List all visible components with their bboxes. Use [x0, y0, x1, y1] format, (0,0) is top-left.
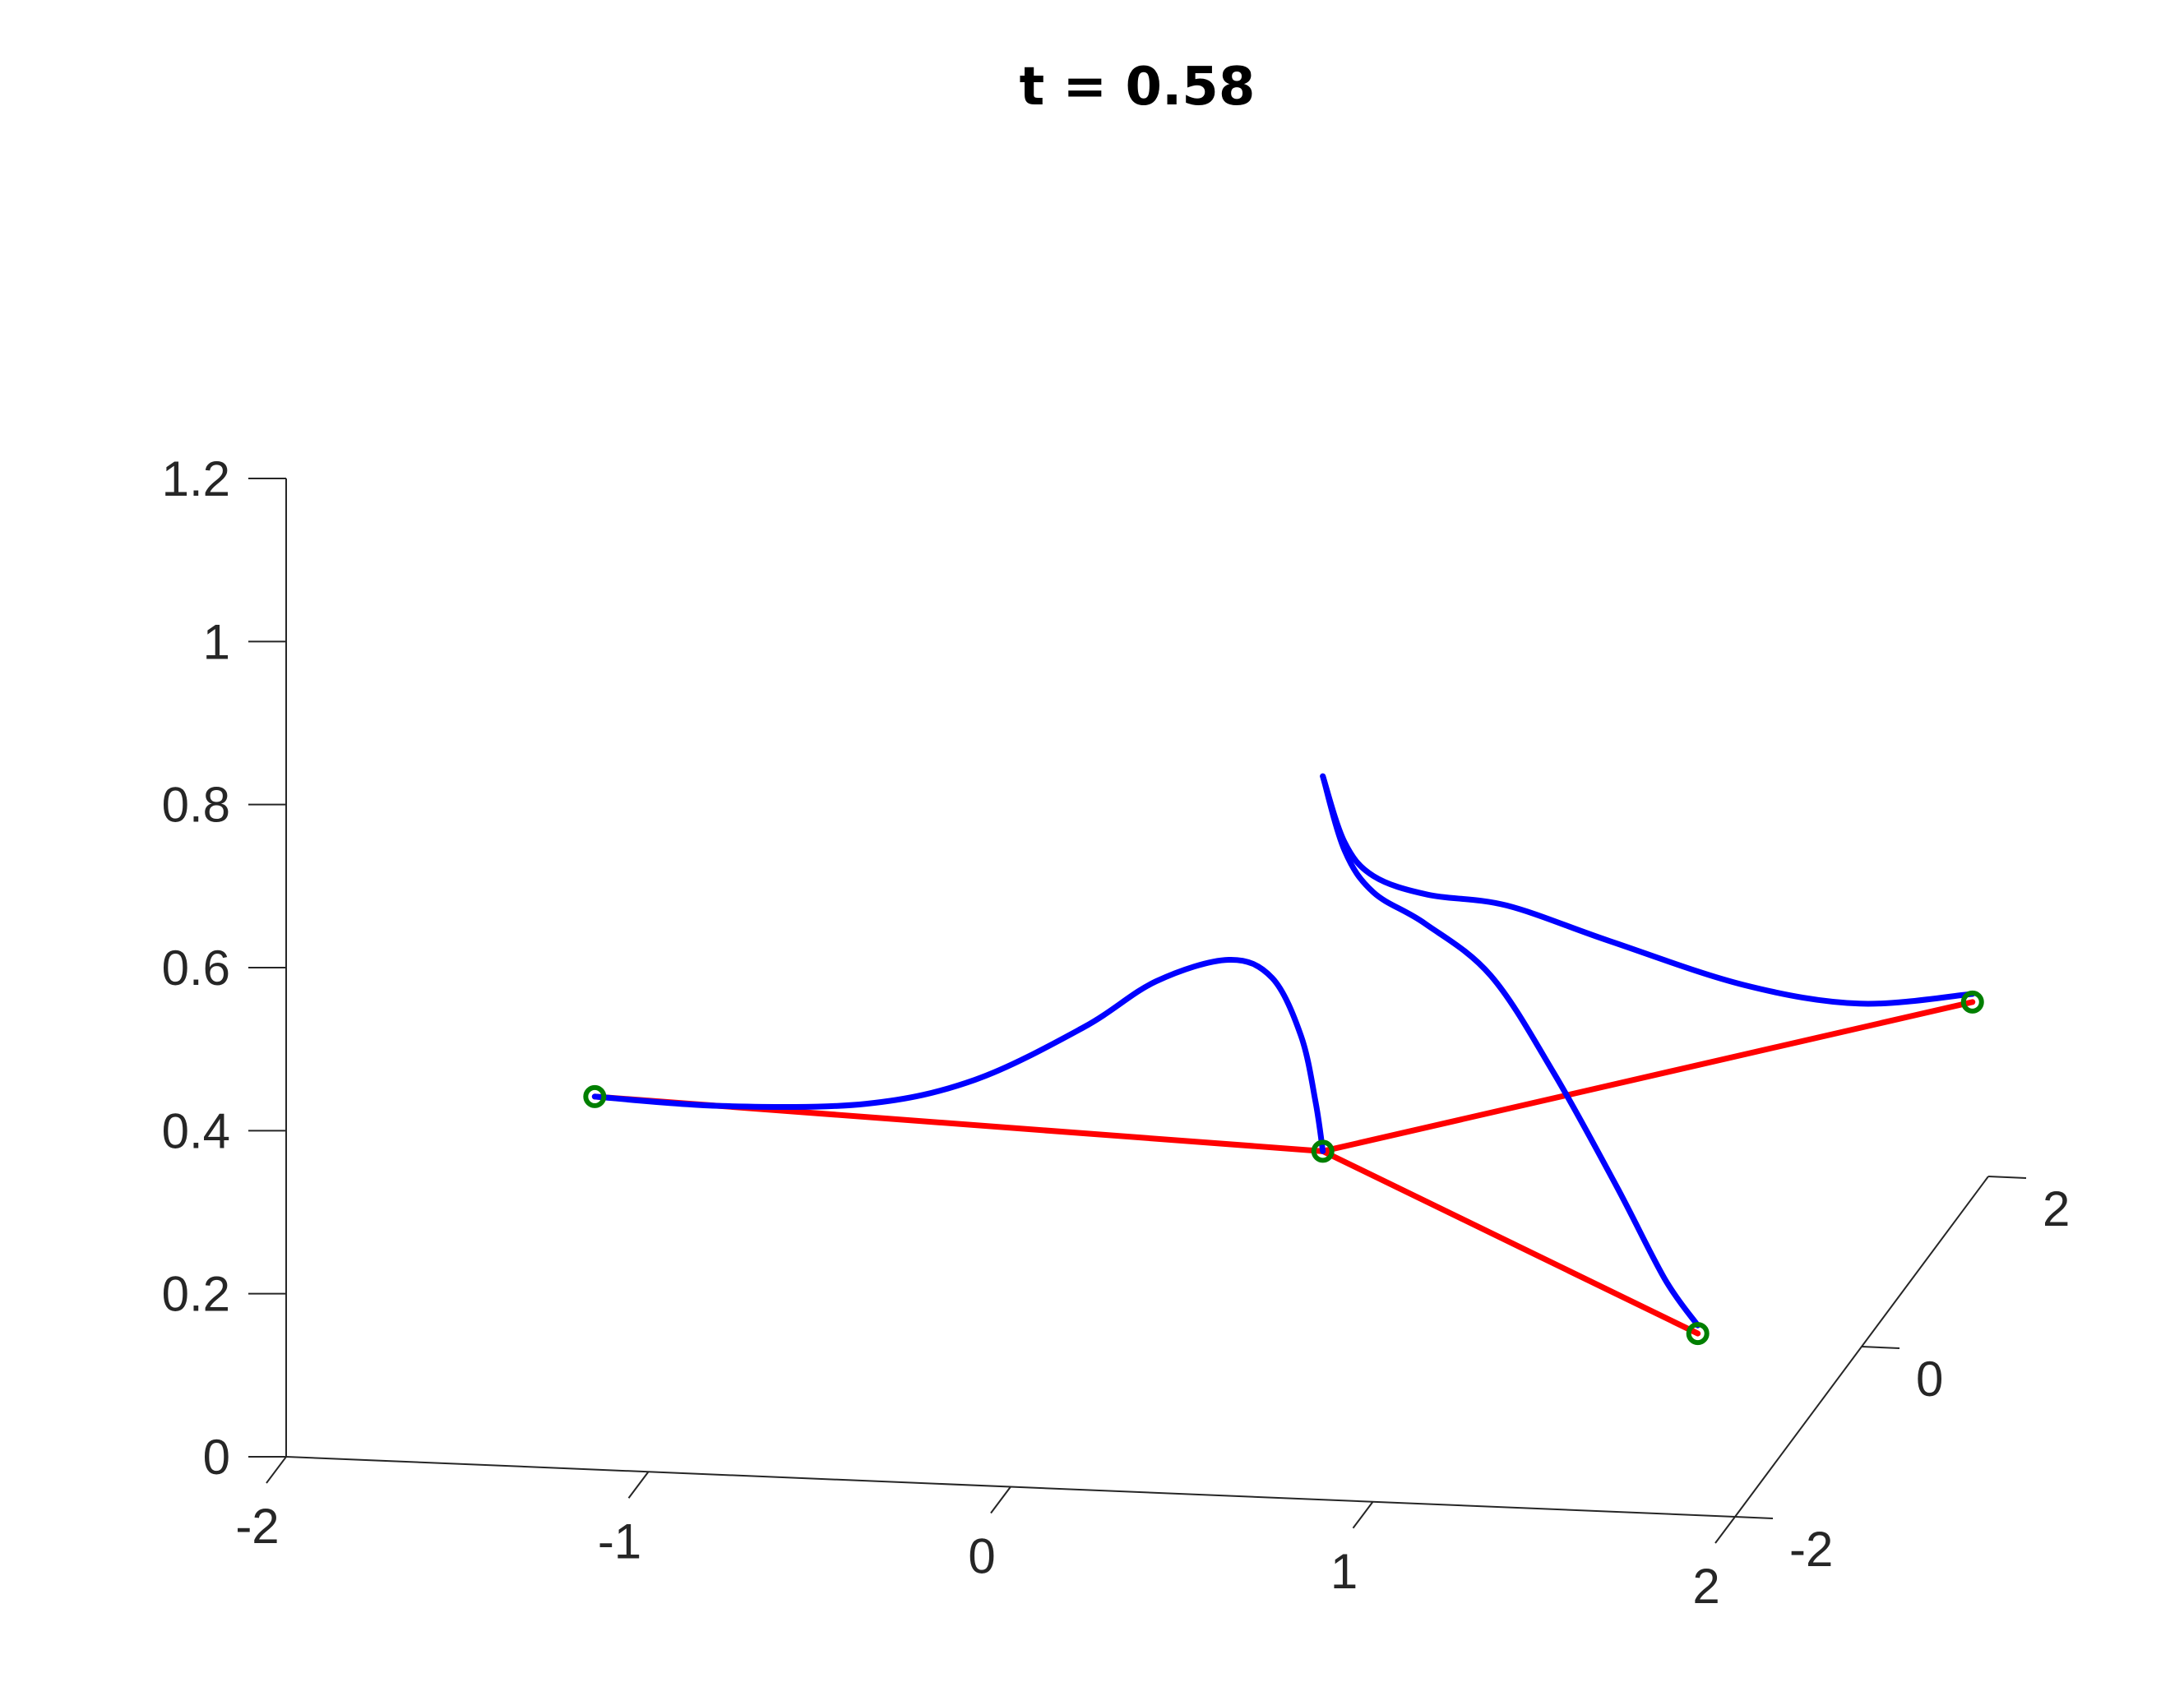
chart-title: t = 0.58	[1020, 57, 1256, 118]
y-tick-label: 2	[2043, 1181, 2070, 1236]
curve-line	[591, 956, 1326, 1154]
node-marker	[1960, 990, 1984, 1014]
z-tick-label: 0	[203, 1430, 230, 1485]
node-marker	[1686, 1322, 1710, 1346]
y-tick-mark	[1987, 1176, 2027, 1179]
y-axis-ticks: -2 0 2	[1734, 1176, 2070, 1577]
x-tick-label: -2	[235, 1499, 279, 1554]
curve-line	[1320, 773, 1701, 1329]
x-tick-mark	[266, 1456, 287, 1484]
z-tick-label: 1.2	[162, 451, 230, 506]
axes-box	[285, 478, 1989, 1518]
node-marker	[1311, 1139, 1335, 1163]
x-tick-mark	[990, 1486, 1011, 1514]
y-tick-label: 0	[1916, 1352, 1943, 1407]
x-tick-label: -1	[598, 1513, 641, 1569]
x-tick-mark	[1714, 1516, 1736, 1544]
node-marker	[583, 1084, 607, 1108]
nodes-layer	[583, 990, 1984, 1346]
x-tick-mark	[627, 1471, 650, 1499]
x-axis-ticks: -2 -1 0 1 2	[235, 1456, 1736, 1614]
edge-line	[1320, 999, 1976, 1154]
x-tick-label: 2	[1692, 1559, 1719, 1614]
edges-layer	[591, 999, 1976, 1337]
x-tick-label: 0	[968, 1529, 995, 1584]
z-tick-label: 1	[203, 614, 230, 669]
edge-line	[1320, 1148, 1701, 1337]
y-tick-mark	[1734, 1516, 1774, 1519]
z-tick-label: 0.4	[162, 1103, 230, 1158]
z-tick-label: 0.8	[162, 778, 230, 833]
z-axis-ticks: 0 0.2 0.4 0.6 0.8 1 1.2	[162, 451, 286, 1485]
z-tick-label: 0.2	[162, 1267, 230, 1322]
curve-line	[1320, 773, 1976, 1007]
curves-layer	[591, 773, 1976, 1329]
y-tick-mark	[1861, 1346, 1900, 1349]
x-tick-label: 1	[1330, 1544, 1358, 1599]
y-tick-label: -2	[1789, 1522, 1833, 1577]
z-tick-label: 0.6	[162, 940, 230, 996]
x-tick-mark	[1352, 1501, 1374, 1529]
